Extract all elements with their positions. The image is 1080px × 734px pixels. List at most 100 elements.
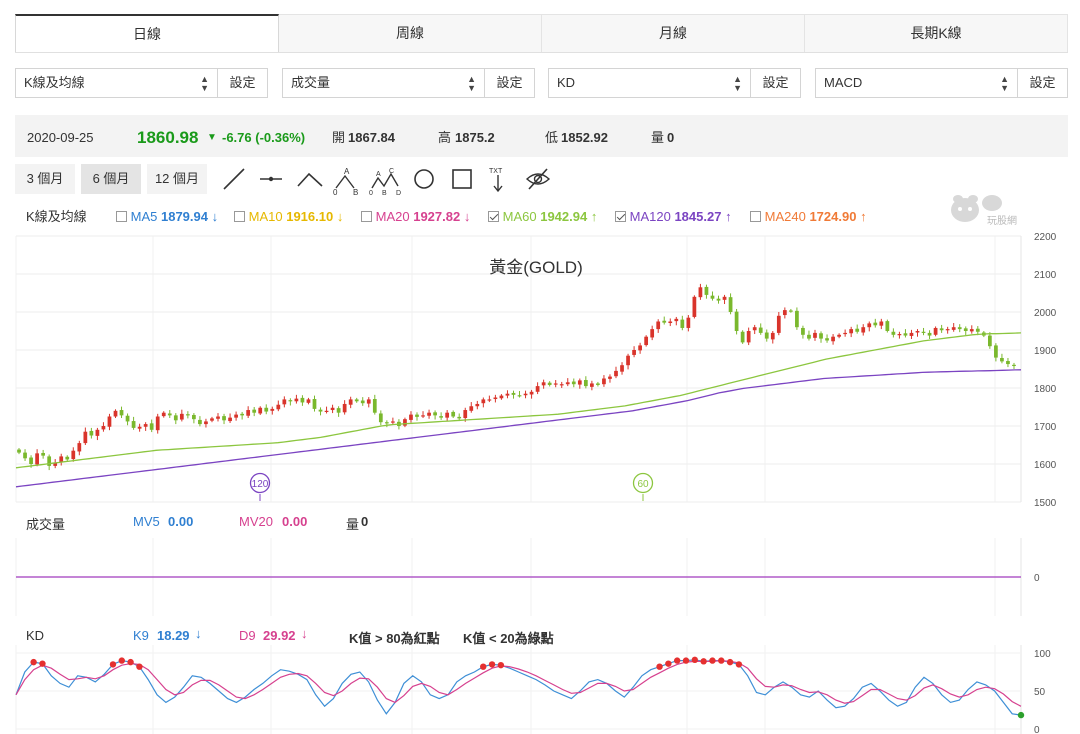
rectangle-icon[interactable] bbox=[449, 166, 475, 192]
candle bbox=[602, 378, 606, 385]
ma-legend-item-ma120[interactable]: MA120 1845.27 ↑ bbox=[615, 207, 732, 227]
candle bbox=[421, 415, 425, 417]
horizontal-line-icon[interactable] bbox=[258, 166, 284, 192]
candle bbox=[668, 321, 673, 324]
ma-legend-item-ma5[interactable]: MA5 1879.94 ↓ bbox=[116, 207, 218, 227]
overbought-dot bbox=[673, 657, 681, 664]
abcd-pattern-icon[interactable]: A 0 B bbox=[332, 166, 362, 196]
tab-weekly[interactable]: 周線 bbox=[279, 14, 542, 52]
y-tick-label: 100 bbox=[1034, 649, 1051, 660]
candle bbox=[469, 406, 474, 411]
candle bbox=[336, 408, 341, 413]
ma-legend-item-ma60[interactable]: MA60 1942.94 ↑ bbox=[488, 207, 597, 227]
period-tabs: 日線 周線 月線 長期K線 bbox=[15, 14, 1068, 53]
wave-label-c: C bbox=[389, 168, 394, 175]
mv20-label: MV20 bbox=[239, 514, 273, 529]
angle-line-icon[interactable] bbox=[296, 166, 324, 192]
candle bbox=[119, 410, 124, 416]
marker-label: 60 bbox=[637, 479, 649, 490]
tab-monthly[interactable]: 月線 bbox=[542, 14, 805, 52]
candle bbox=[656, 321, 661, 330]
range-3m-button[interactable]: 3 個月 bbox=[15, 164, 75, 194]
ma-checkbox[interactable] bbox=[750, 211, 761, 222]
candle bbox=[348, 399, 353, 405]
volume-chart[interactable]: 0 bbox=[0, 538, 1080, 616]
candle bbox=[415, 414, 419, 417]
hide-eye-icon[interactable] bbox=[524, 166, 552, 192]
ma-checkbox[interactable] bbox=[488, 211, 499, 222]
k9-arrow-icon: ↓ bbox=[195, 626, 202, 641]
candle bbox=[837, 334, 841, 337]
candle bbox=[276, 404, 281, 410]
candle bbox=[861, 327, 866, 333]
candle bbox=[590, 383, 594, 387]
candle bbox=[505, 393, 510, 396]
selector-group-kd: KD ▲ ▼ 設定 bbox=[548, 68, 801, 98]
d9-arrow-icon: ↓ bbox=[301, 626, 308, 641]
overbought-dot bbox=[480, 663, 487, 670]
ma-legend-item-ma20[interactable]: MA20 1927.82 ↓ bbox=[361, 207, 470, 227]
kd-chart[interactable]: 100 50 0 bbox=[0, 645, 1080, 734]
candle bbox=[746, 331, 751, 343]
overbought-dot bbox=[136, 663, 143, 670]
macd-indicator-select[interactable]: MACD ▲ ▼ bbox=[815, 68, 1018, 98]
ma-legend-item-ma10[interactable]: MA10 1916.10 ↓ bbox=[234, 207, 343, 227]
tab-long-term[interactable]: 長期K線 bbox=[805, 14, 1068, 52]
quote-high-label: 高 bbox=[438, 130, 452, 145]
pattern-label-b: B bbox=[353, 188, 358, 196]
candle bbox=[71, 450, 76, 460]
macd-indicator-value: MACD bbox=[824, 75, 863, 90]
candle bbox=[252, 409, 257, 413]
quote-open: 1867.84 bbox=[348, 130, 395, 145]
txt-label: TXT bbox=[489, 168, 503, 175]
candle bbox=[987, 335, 992, 347]
wave-label-0: 0 bbox=[369, 190, 373, 196]
ma-checkbox[interactable] bbox=[361, 211, 372, 222]
pattern-label-0: 0 bbox=[333, 188, 338, 196]
main-indicator-select[interactable]: K線及均線 ▲ ▼ bbox=[15, 68, 218, 98]
candle bbox=[264, 407, 269, 412]
candle bbox=[300, 397, 305, 403]
ma-checkbox[interactable] bbox=[615, 211, 626, 222]
macd-settings-button[interactable]: 設定 bbox=[1018, 68, 1068, 98]
ma-checkbox[interactable] bbox=[234, 211, 245, 222]
volume-indicator-select[interactable]: 成交量 ▲ ▼ bbox=[282, 68, 485, 98]
candle bbox=[487, 399, 492, 401]
ma-legend-item-ma240[interactable]: MA240 1724.90 ↑ bbox=[750, 207, 867, 227]
candle bbox=[638, 345, 642, 351]
candle bbox=[463, 410, 468, 419]
trend-line-icon[interactable] bbox=[221, 166, 247, 192]
wave-label-a: A bbox=[376, 171, 381, 178]
ma-name: MA5 bbox=[130, 209, 158, 224]
range-12m-button[interactable]: 12 個月 bbox=[147, 164, 207, 194]
abcd-wave-icon[interactable]: A C B 0 D bbox=[369, 166, 403, 196]
candle bbox=[318, 409, 323, 412]
candle bbox=[825, 338, 829, 341]
candle bbox=[342, 403, 347, 413]
candle bbox=[891, 331, 896, 335]
candle bbox=[149, 423, 154, 430]
quote-bar: 2020-09-25 1860.98 ▼ -6.76 (-0.36%) 開 18… bbox=[15, 115, 1068, 157]
ma-arrow-icon: ↓ bbox=[463, 209, 471, 224]
kd-settings-button[interactable]: 設定 bbox=[751, 68, 801, 98]
circle-icon[interactable] bbox=[411, 166, 437, 192]
tab-daily[interactable]: 日線 bbox=[15, 14, 279, 52]
price-chart[interactable]: 2200 2100 2000 1900 1800 1700 1600 1500 黃金(GOLD)… bbox=[0, 230, 1080, 510]
candle bbox=[879, 321, 884, 326]
ma-checkbox[interactable] bbox=[116, 211, 127, 222]
y-tick-label: 2000 bbox=[1034, 308, 1057, 319]
ma-name: MA120 bbox=[629, 209, 671, 224]
y-tick-label: 2100 bbox=[1034, 270, 1057, 281]
main-settings-button[interactable]: 設定 bbox=[218, 68, 268, 98]
kd-indicator-select[interactable]: KD ▲ ▼ bbox=[548, 68, 751, 98]
range-6m-button[interactable]: 6 個月 bbox=[81, 164, 141, 194]
candle bbox=[541, 382, 546, 386]
candle bbox=[499, 395, 504, 399]
text-annotation-icon[interactable]: TXT bbox=[486, 164, 512, 194]
y-tick-label: 2200 bbox=[1034, 232, 1057, 243]
candle bbox=[1012, 364, 1016, 367]
candle bbox=[969, 329, 974, 332]
ma-arrow-icon: ↑ bbox=[725, 209, 732, 224]
volume-settings-button[interactable]: 設定 bbox=[485, 68, 535, 98]
overbought-dot bbox=[656, 663, 663, 670]
